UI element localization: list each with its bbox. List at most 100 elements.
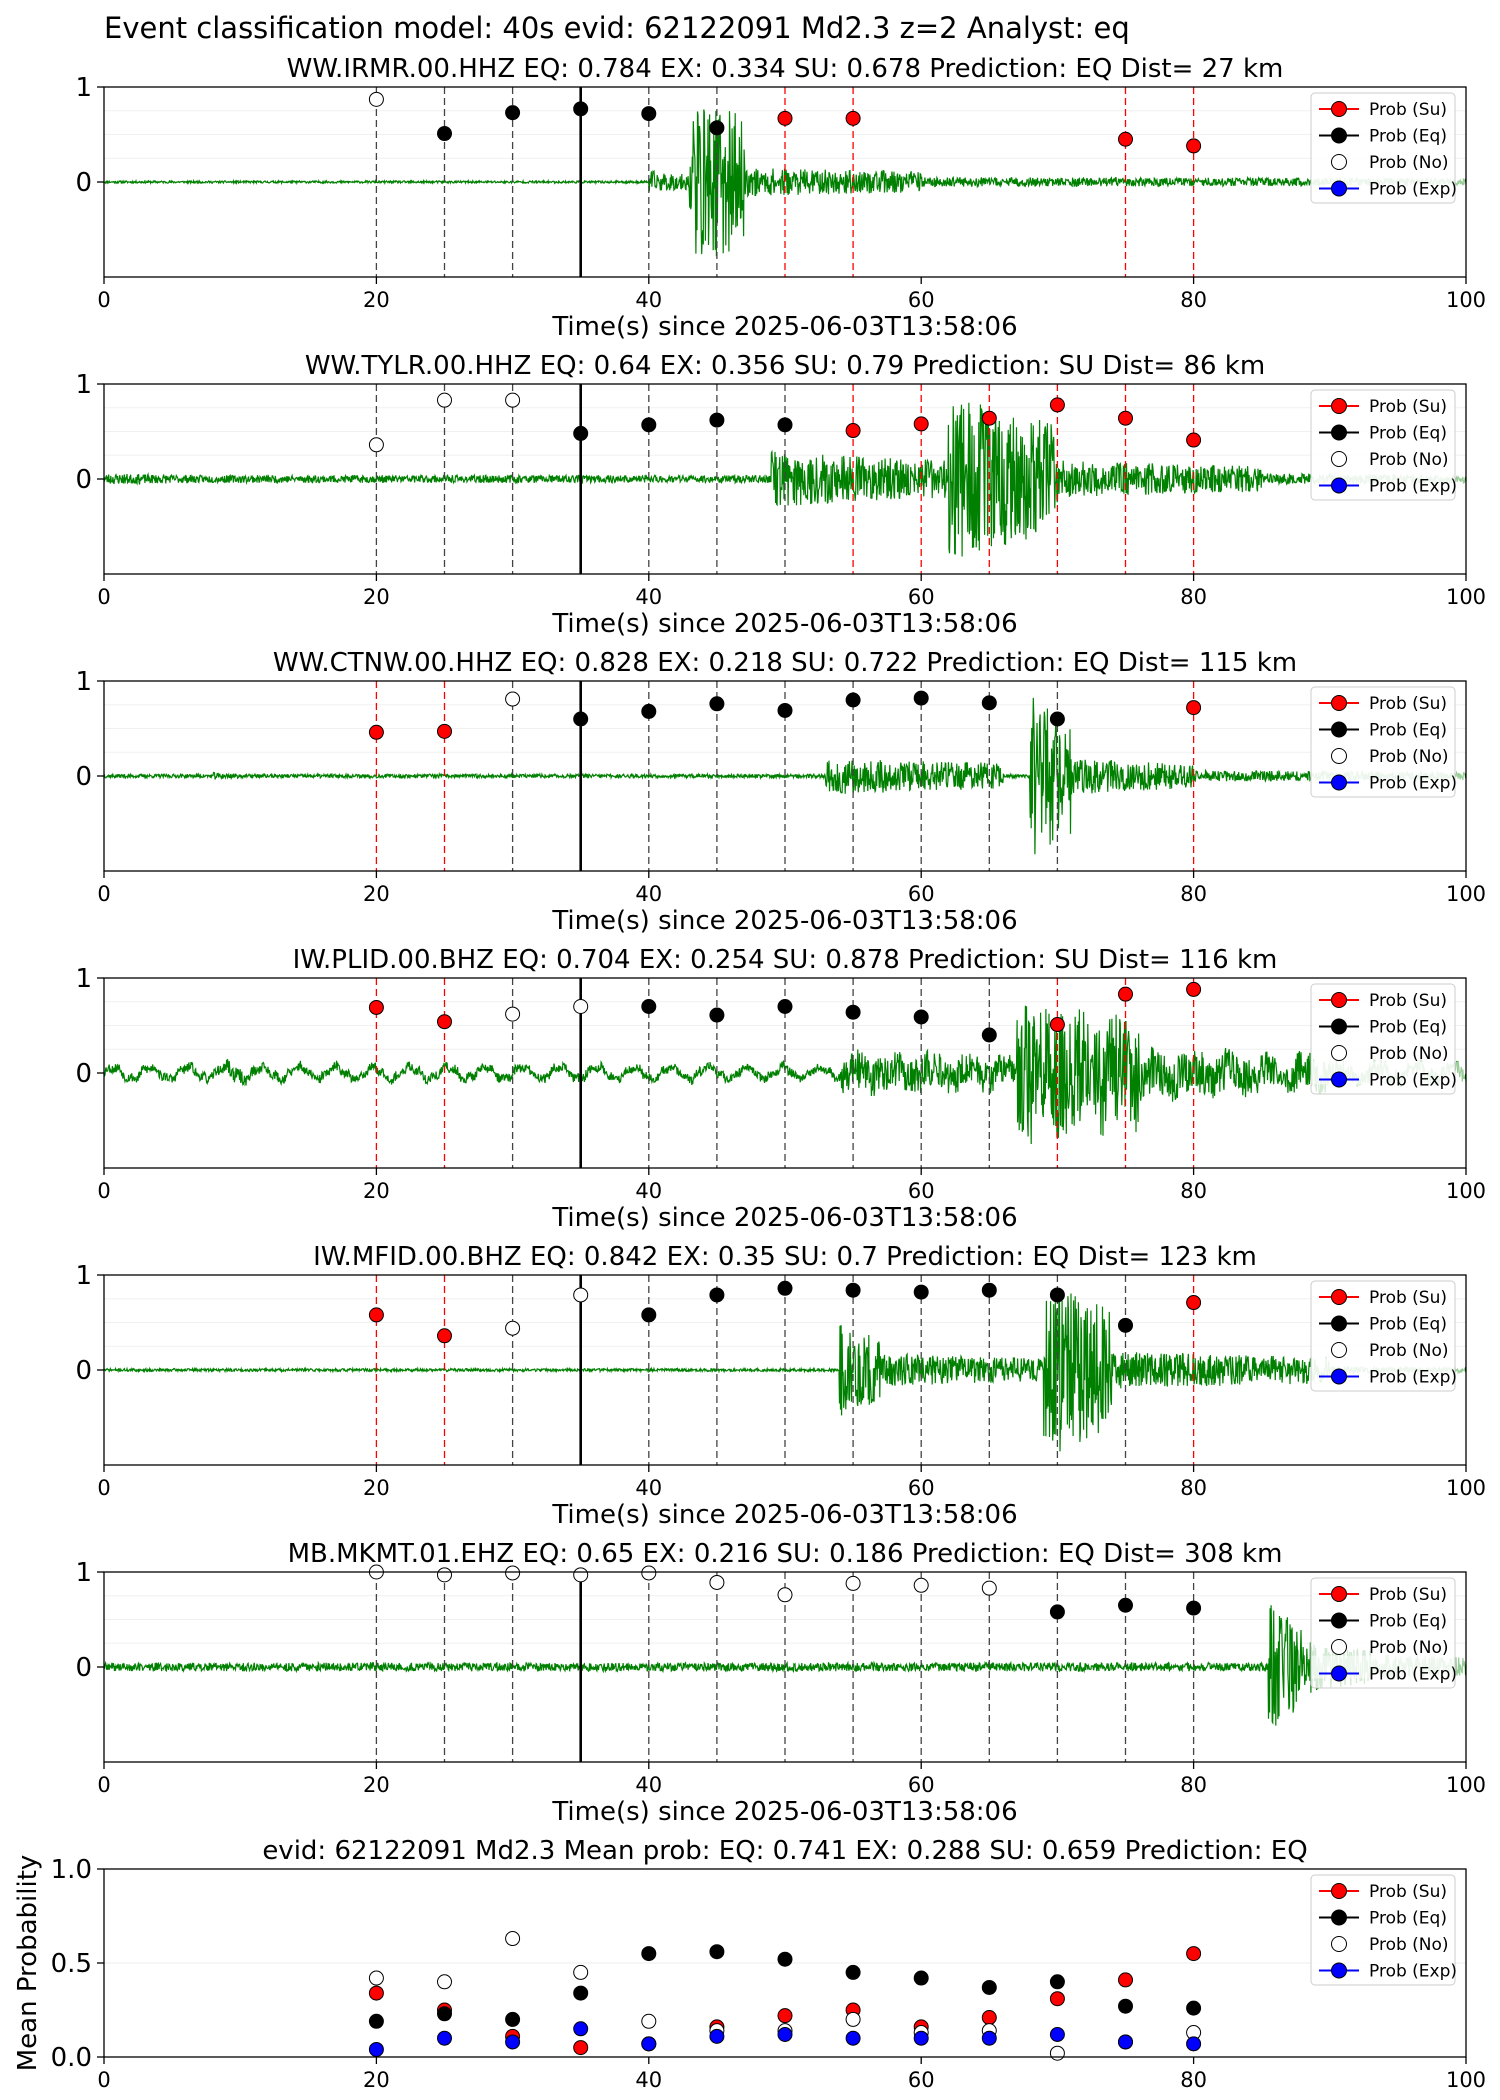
y-tick-label: 1 xyxy=(75,964,92,994)
prob-point-su xyxy=(1186,981,1202,997)
y-tick-label: 1 xyxy=(75,370,92,400)
x-tick-label: 0 xyxy=(97,2068,110,2092)
mean-point-eq xyxy=(709,1944,725,1960)
prob-point-eq xyxy=(981,1027,997,1043)
prob-point-eq xyxy=(981,1282,997,1298)
x-tick-label: 20 xyxy=(363,288,390,312)
prob-point-eq xyxy=(777,1280,793,1296)
mean-point-eq xyxy=(981,1979,997,1995)
x-tick-label: 100 xyxy=(1446,585,1486,609)
prob-point-eq xyxy=(641,1307,657,1323)
prob-point-eq xyxy=(845,692,861,708)
legend-label-no: Prob (No) xyxy=(1369,1341,1449,1361)
mean-point-su xyxy=(368,1985,384,2001)
x-axis-label: Time(s) since 2025-06-03T13:58:06 xyxy=(551,906,1017,936)
legend: Prob (Su) Prob (Eq) Prob (No) Prob (Exp) xyxy=(1310,983,1457,1095)
legend: Prob (Su) Prob (Eq) Prob (No) Prob (Exp) xyxy=(1310,92,1457,204)
x-tick-label: 60 xyxy=(908,585,935,609)
legend-marker-no xyxy=(1331,154,1347,170)
x-tick-label: 80 xyxy=(1180,1773,1207,1797)
x-tick-label: 60 xyxy=(908,1773,935,1797)
legend-marker-exp xyxy=(1331,1962,1347,1979)
mean-point-exp xyxy=(368,2041,384,2057)
legend-marker-no xyxy=(1331,748,1347,764)
mean-point-eq xyxy=(1186,2000,1202,2016)
x-tick-label: 0 xyxy=(97,1179,110,1203)
y-tick-label: 1 xyxy=(75,1261,92,1291)
legend-marker-exp xyxy=(1331,477,1347,494)
legend-marker-su xyxy=(1331,1289,1347,1305)
legend-label-no: Prob (No) xyxy=(1369,153,1449,173)
plot-frame xyxy=(103,680,1467,872)
panel-title: IW.PLID.00.BHZ EQ: 0.704 EX: 0.254 SU: 0… xyxy=(293,945,1278,975)
mean-point-exp xyxy=(641,2036,657,2052)
prob-point-su xyxy=(913,416,929,432)
legend-frame xyxy=(1310,1577,1456,1689)
plot-frame xyxy=(103,1571,1467,1763)
x-tick-label: 60 xyxy=(908,1476,935,1500)
legend-marker-exp xyxy=(1331,1071,1347,1088)
mean-point-eq xyxy=(913,1970,929,1986)
mean-point-no xyxy=(573,1964,589,1980)
mean-point-eq xyxy=(641,1946,657,1962)
x-axis-label: Time(s) since 2025-06-03T13:58:06 xyxy=(551,609,1017,639)
panel-title: evid: 62122091 Md2.3 Mean prob: EQ: 0.74… xyxy=(262,1836,1307,1866)
prob-point-su xyxy=(437,1014,452,1030)
prob-point-no xyxy=(573,999,589,1014)
legend-label-eq: Prob (Eq) xyxy=(1369,721,1447,741)
legend-marker-no xyxy=(1331,1045,1347,1061)
mean-point-eq xyxy=(437,2006,452,2022)
prob-point-no xyxy=(505,1006,521,1022)
prob-point-no xyxy=(505,1320,521,1336)
x-tick-label: 40 xyxy=(635,2068,662,2092)
mean-point-su xyxy=(777,2008,793,2024)
panel-1: WW.IRMR.00.HHZ EQ: 0.784 EX: 0.334 SU: 0… xyxy=(75,54,1486,342)
prob-point-eq xyxy=(1049,1287,1065,1303)
legend-label-eq: Prob (Eq) xyxy=(1369,127,1447,147)
legend-marker-eq xyxy=(1331,1612,1347,1629)
legend-label-su: Prob (Su) xyxy=(1369,397,1447,417)
legend-marker-su xyxy=(1331,1586,1347,1602)
legend-label-exp: Prob (Exp) xyxy=(1369,1665,1457,1685)
x-tick-label: 20 xyxy=(363,1179,390,1203)
mean-point-su xyxy=(573,2040,589,2056)
mean-point-exp xyxy=(1186,2036,1202,2052)
legend-label-no: Prob (No) xyxy=(1369,747,1449,767)
prob-point-eq xyxy=(573,425,589,441)
y-tick-label: 1 xyxy=(75,1558,92,1588)
mean-point-exp xyxy=(1049,2026,1065,2042)
legend-marker-no xyxy=(1331,1639,1347,1655)
mean-point-exp xyxy=(913,2030,929,2046)
x-tick-label: 80 xyxy=(1180,882,1207,906)
prob-point-eq xyxy=(845,1004,861,1020)
prob-point-eq xyxy=(641,703,657,719)
y-tick-label: 0.0 xyxy=(51,2043,92,2073)
panel-4: IW.PLID.00.BHZ EQ: 0.704 EX: 0.254 SU: 0… xyxy=(75,945,1486,1233)
prob-point-eq xyxy=(573,101,589,117)
prob-point-no xyxy=(709,1574,725,1590)
x-tick-label: 80 xyxy=(1180,288,1207,312)
y-tick-label: 1.0 xyxy=(51,1855,92,1885)
panel-6: MB.MKMT.01.EHZ EQ: 0.65 EX: 0.216 SU: 0.… xyxy=(75,1539,1486,1827)
legend-label-no: Prob (No) xyxy=(1369,1044,1449,1064)
mean-point-eq xyxy=(777,1951,793,1967)
mean-point-no xyxy=(437,1974,452,1990)
x-tick-label: 60 xyxy=(908,1179,935,1203)
legend-marker-no xyxy=(1331,1936,1347,1952)
mean-point-exp xyxy=(1118,2034,1133,2050)
prob-point-no xyxy=(777,1587,793,1603)
x-tick-label: 100 xyxy=(1446,1773,1486,1797)
prob-point-no xyxy=(573,1567,589,1583)
legend-label-su: Prob (Su) xyxy=(1369,991,1447,1011)
x-tick-label: 100 xyxy=(1446,1476,1486,1500)
prob-point-su xyxy=(368,1307,384,1323)
prob-point-su xyxy=(368,999,384,1015)
mean-point-exp xyxy=(573,2021,589,2037)
legend-marker-su xyxy=(1331,695,1347,711)
legend-label-exp: Prob (Exp) xyxy=(1369,774,1457,794)
y-tick-label: 0 xyxy=(75,168,92,198)
y-tick-label: 0 xyxy=(75,1059,92,1089)
prob-point-eq xyxy=(641,999,657,1014)
prob-point-su xyxy=(1049,1017,1065,1033)
